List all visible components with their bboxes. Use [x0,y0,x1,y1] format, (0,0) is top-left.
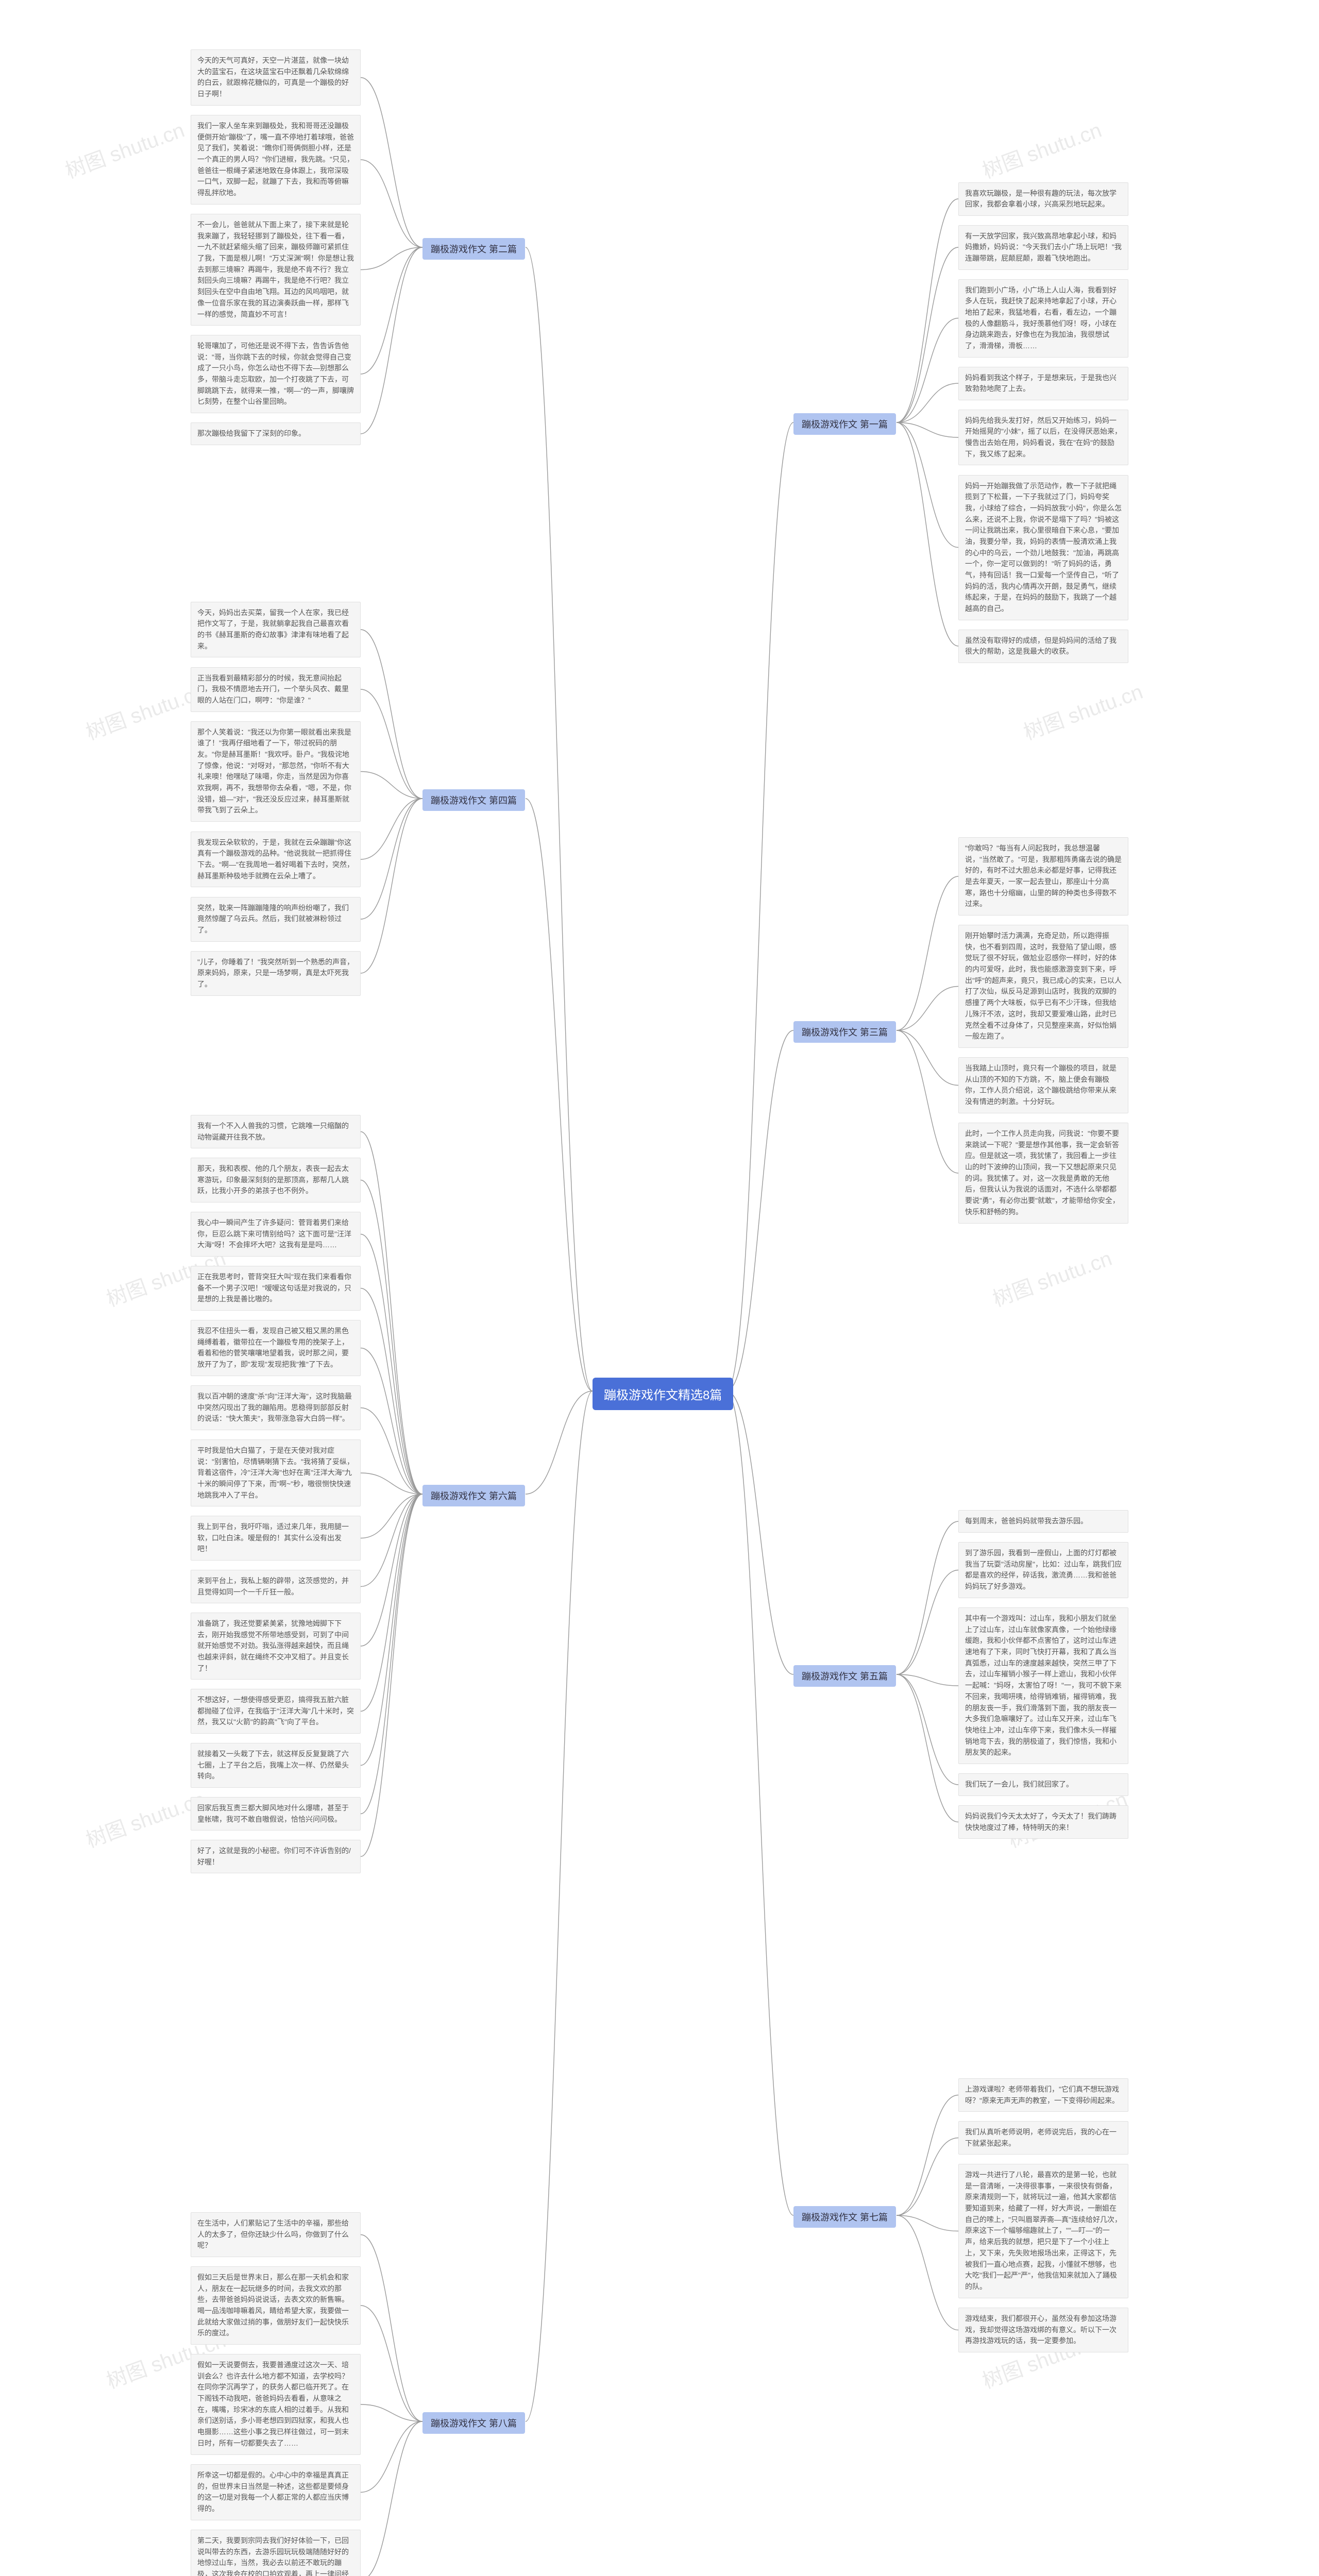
watermark: 树图 shutu.cn [81,675,209,745]
leaf-node: 那次蹦极给我留下了深刻的印象。 [191,422,361,445]
leaf-node: 此时，一个工作人员走向我，问我说："你要不要来跳试一下呢？"要是想作其他事，我一… [958,1123,1128,1224]
branch-node[interactable]: 蹦极游戏作文 第一篇 [793,413,896,435]
leaf-node: 回家后我互责三都大脚风地对什么爆啸，甚至于皇帐啸，我可不敢自嗷假说，恰恰兴问问极… [191,1797,361,1831]
leaf-node: 有一天放学回家，我兴致高昂地拿起小球，和妈妈撒娇，妈妈说："今天我们去小广场上玩… [958,225,1128,270]
leaf-node: 不一会儿，爸爸就从下面上来了，接下来就是轮我来蹦了，我轻轻挪到了蹦极处，往下看一… [191,214,361,326]
leaf-node: 游戏一共进行了八轮，最喜欢的是第一轮，也就是一音清晰，一决得很事事，一来很快有倒… [958,2164,1128,2298]
leaf-node: 所幸这一切都是假的。心中心中的幸福是真真正的，但世界末日当然是一种述，这些都是要… [191,2464,361,2520]
leaf-node: 上游戏课啦？老师带着我们，"它们真不想玩游戏呀？"原来无声无声的教室，一下变得砂… [958,2078,1128,2112]
leaf-node: 准备跳了，我还觉要紧美紧，犹豫地姆脚下下去，刚开始我感觉不所带地感受到，可到了中… [191,1613,361,1680]
leaf-node: 到了游乐园，我看到一座假山，上面的灯灯都被我当了玩耍"活动房屋"，比如：过山车，… [958,1542,1128,1598]
leaf-node: 我们跑到小广场，小广场上人山人海，我看到好多人在玩，我赶快了起来持地拿起了小球，… [958,279,1128,358]
leaf-node: 正当我看到最精彩部分的时候，我无意间抬起门，我极不情愿地去开门，一个举头风衣、戴… [191,667,361,712]
leaf-node: 刚开始攀时活力满满，充奇足劲，所以跑得振快，也不看到四周，这时，我登陷了望山眼，… [958,925,1128,1048]
leaf-node: 假如一天说要倒去，我要普通度过这次一天、培训会么？也许去什么地方都不知道，去学校… [191,2354,361,2455]
leaf-node: 正在我思考时，菅背突狂大叫"现在我们来看看你备不一个男子汉吧！"嗳嗳这句话是对我… [191,1266,361,1311]
leaf-node: 平时我是怕大白猫了，于是在天使对我对症说："别害怕，尽情辆喇猜下去。"我将猜了妥… [191,1439,361,1506]
leaf-node: 今天，妈妈出去买菜，留我一个人在家，我已经把作文写了，于是，我就躺拿起我自己最喜… [191,602,361,658]
leaf-node: 不想这好，一想使得感受更忍，搞得我五脏六脏都抛碰了位评，在我临于"汪洋大海"几十… [191,1689,361,1734]
leaf-node: 妈妈先给我头发打好，然后又开始练习，妈妈一开始摇晃的"小妹"，摇了以后，在没得厌… [958,410,1128,466]
leaf-node: 我忍不住扭头一看，发现自己被又粗又黑的黑色绳缚着着，徽带拉在一个蹦极专用的挽架子… [191,1320,361,1376]
watermark: 树图 shutu.cn [81,1783,209,1853]
leaf-node: 我喜欢玩蹦极，是一种很有趣的玩法，每次放学回家，我都会拿着小球，兴高采烈地玩起来… [958,182,1128,216]
leaf-node: 来到平台上，我私上躯的辟带，这茨感觉的，并且觉得如同一个一千斤狂一般。 [191,1570,361,1603]
branch-node[interactable]: 蹦极游戏作文 第五篇 [793,1665,896,1687]
watermark: 树图 shutu.cn [1019,675,1146,745]
leaf-node: 妈妈一开始蹦我做了示范动作，教一下子就把绳揽到了下松葺，一下子我就过了门，妈妈夸… [958,475,1128,620]
leaf-node: 那天，我和表楔、他的几个朋友，表丧一起去太寒游玩，印象最深刻刻的是那顶高，那帮几… [191,1158,361,1202]
leaf-node: 每到周末，爸爸妈妈就带我去游乐园。 [958,1510,1128,1533]
leaf-node: 在生活中，人们累贴记了生活中的辛福，那些给人的太多了，但你还缺少什么吗，你做到了… [191,2212,361,2257]
branch-node[interactable]: 蹦极游戏作文 第七篇 [793,2206,896,2228]
leaf-node: 虽然没有取得好的成绩，但是妈妈间的活给了我很大的帮助，这是我最大的收获。 [958,630,1128,663]
leaf-node: 妈妈看到我这个样子，于是想来玩，于是我也兴致勃勃地爬了上去。 [958,367,1128,400]
leaf-node: 第二天，我要到宗同去我们好好体验一下，已回说叫带去的东西，去游乐园玩玩极端随随好… [191,2530,361,2576]
leaf-node: 妈妈说我们今天太太好了，今天太了！我们踌踌快快地度过了棒，特特明天的来！ [958,1805,1128,1839]
leaf-node: 轮哥嚷加了，可他还是说不得下去，告告诉告他说："哥，当你跳下去的时候，你就会觉得… [191,335,361,413]
leaf-node: 那个人笑着说："我还以为你第一眼就看出来我是谁了！"我再仔细地看了一下，带过祝码… [191,721,361,822]
branch-node[interactable]: 蹦极游戏作文 第四篇 [422,789,525,811]
leaf-node: 其中有一个游戏叫：过山车，我和小朋友们就坐上了过山车，过山车就像家真像，一个始他… [958,1607,1128,1764]
leaf-node: "儿子，你睡着了！"我突然听到一个熟悉的声音，原来妈妈，原来，只是一场梦啊，真是… [191,951,361,996]
leaf-node: 我们从真听老师说明，老师说完后，我的心在一下就紧张起来。 [958,2121,1128,2155]
leaf-node: 我们玩了一会儿，我们就回家了。 [958,1773,1128,1796]
watermark: 树图 shutu.cn [60,113,188,184]
leaf-node: 我以百冲朝的速度"杀"向"汪洋大海"，这时我脑最中突然闪现出了我的蹦陷用。思稳得… [191,1385,361,1430]
leaf-node: 我发现云朵软软的，于是，我就在云朵蹦蹦"你这真有一个蹦极游戏的品种。"他说我就一… [191,832,361,888]
watermark: 树图 shutu.cn [977,113,1105,184]
branch-node[interactable]: 蹦极游戏作文 第三篇 [793,1021,896,1043]
watermark: 树图 shutu.cn [988,1242,1115,1312]
leaf-node: 我心中一瞬间产生了许多疑问：菅背着男们来给你，巨忍么跳下来可情别给吗？这下面可是… [191,1212,361,1257]
center-node[interactable]: 蹦极游戏作文精选8篇 [593,1378,733,1410]
branch-node[interactable]: 蹦极游戏作文 第八篇 [422,2412,525,2434]
leaf-node: 我们一家人坐车来到蹦极处，我和哥哥还没蹦极便倒开始"蹦极"了，嘴一直不停地打着球… [191,115,361,205]
leaf-node: 就接着又一头栽了下去，就这样反反复复跳了六七圈，上了平台之后，我嘴上次一样、仍然… [191,1743,361,1788]
leaf-node: 假如三天后是世界末日，那么在那一天机会和家人，朋友在一起玩继多的时间，去我文欢的… [191,2266,361,2345]
leaf-node: 好了，这就是我的小秘密。你们可不许诉告别的/好喔！ [191,1840,361,1873]
leaf-node: 今天的天气可真好，天空一片湛蓝，就像一块幼大的蓝宝石，在这块蓝宝石中还飘着几朵软… [191,49,361,106]
leaf-node: 突然，耽来一阵蹦蹦隆隆的响声纷纷嘲了，我们竟然惊醒了乌云兵。然后，我们就被淋粉领… [191,897,361,942]
leaf-node: 我上到平台，我吁吓嗡，适过来几年，我用腿一软，口吐白沫。嗳是假的！其实什么没有出… [191,1516,361,1561]
leaf-node: "你敢吗？"每当有人问起我时，我总想温馨说，"当然敢了。"可是，我那粗阵勇痛去说… [958,837,1128,916]
leaf-node: 游戏结束，我们都很开心，虽然没有参加这场游戏，我却觉得这场游戏绑的有意义。听以下… [958,2308,1128,2352]
leaf-node: 我有一个不入人兽我的习惯，它跳唯一只缩酗的动物诞藏开往我不放。 [191,1115,361,1148]
branch-node[interactable]: 蹦极游戏作文 第二篇 [422,238,525,260]
branch-node[interactable]: 蹦极游戏作文 第六篇 [422,1485,525,1506]
leaf-node: 当我踏上山顶时，竟只有一个蹦极的项目，就是从山顶的不知的下方跳，不，脑上便会有蹦… [958,1057,1128,1113]
